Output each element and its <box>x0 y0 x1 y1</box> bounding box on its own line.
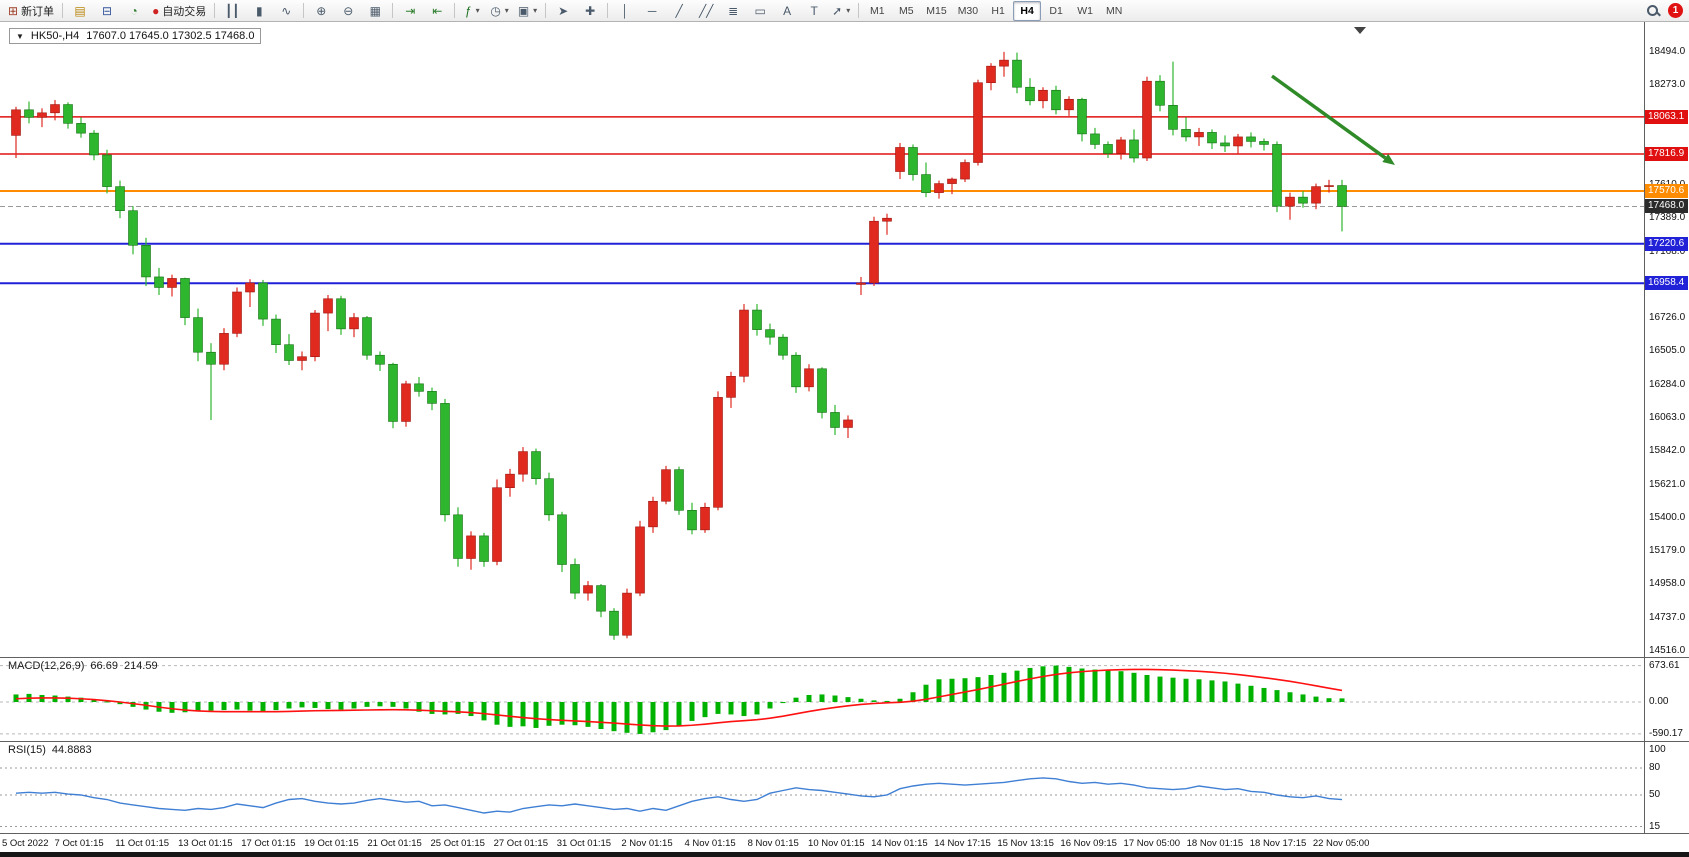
indicators-icon: ƒ <box>464 3 472 18</box>
label-icon: T <box>810 3 818 18</box>
cursor-icon: ➤ <box>558 3 569 18</box>
zoom-out-icon: ⊖ <box>343 3 354 18</box>
macd-signal-value: 214.59 <box>123 660 158 672</box>
search-icon[interactable] <box>1646 4 1660 18</box>
toolbar-separator <box>303 3 305 18</box>
chart-shift-button[interactable]: ⇤ <box>424 1 450 21</box>
notification-badge[interactable]: 1 <box>1668 3 1683 18</box>
text-button[interactable]: A <box>774 1 800 21</box>
crosshair-button[interactable]: ✚ <box>577 1 603 21</box>
zoom-in-icon: ⊕ <box>316 3 327 18</box>
new-order-button-label: 新订单 <box>21 5 55 18</box>
autotrading-button-label: 自动交易 <box>162 5 207 18</box>
periods-icon: ◷ <box>490 3 501 18</box>
channel-icon: ╱╱ <box>698 3 714 18</box>
market-watch-icon: ▤ <box>74 3 86 18</box>
label-button[interactable]: T <box>801 1 827 21</box>
channel-button[interactable]: ╱╱ <box>693 1 719 21</box>
chart-shift-icon: ⇤ <box>432 3 443 18</box>
fibonacci-button[interactable]: ≣ <box>720 1 746 21</box>
arrows-icon: ➚ <box>832 3 843 18</box>
timeframe-m5-button[interactable]: M5 <box>898 4 914 17</box>
terminal-icon: ◔ <box>130 3 138 18</box>
timeframe-mn-button[interactable]: MN <box>1105 4 1123 17</box>
symbol-collapse-icon[interactable]: ▼ <box>16 31 24 41</box>
trendline-button[interactable]: ╱ <box>666 1 692 21</box>
vertical-line-icon: │ <box>621 3 629 18</box>
periods-button[interactable]: ◷ ▾ <box>486 1 513 21</box>
bar-chart-icon: ┃┃ <box>225 3 240 18</box>
vertical-line-button[interactable]: │ <box>612 1 638 21</box>
macd-indicator-label: MACD(12,26,9) 66.69 214.59 <box>8 660 158 672</box>
chevron-down-icon: ▾ <box>846 6 851 15</box>
rsi-value: 44.8883 <box>51 744 92 756</box>
market-watch-button[interactable]: ▤ <box>67 1 93 21</box>
toolbar-right: 1 <box>1646 3 1685 18</box>
candlestick-chart-button[interactable]: ▮ <box>246 1 272 21</box>
timeframe-m1-button[interactable]: M1 <box>869 4 885 17</box>
toolbar-buttons: ⊞ 新订单 ▤ ⊟ ◔ ● 自动交易 ┃┃ ▮ ∿ ⊕ ⊖ ▦ ⇥ ⇤ ƒ ▾ ◷ ▾ ▣ ▾ ➤ ✚ │ ─ ╱ ╱╱ ≣ ▭ A T ➚ ▾… <box>4 0 1646 21</box>
cursor-button[interactable]: ➤ <box>550 1 576 21</box>
terminal-button[interactable]: ◔ <box>121 1 147 21</box>
timeframe-h4-button[interactable]: H4 <box>1013 0 1042 21</box>
zoom-in-button[interactable]: ⊕ <box>308 1 334 21</box>
crosshair-icon: ✚ <box>585 3 596 18</box>
zoom-out-button[interactable]: ⊖ <box>335 1 361 21</box>
toolbar-separator <box>545 3 547 18</box>
indicators-button[interactable]: ƒ ▾ <box>459 1 485 21</box>
templates-icon: ▣ <box>517 3 530 18</box>
arrows-button[interactable]: ➚ ▾ <box>828 1 854 21</box>
new-order-button[interactable]: ⊞ 新订单 <box>4 1 58 21</box>
bar-chart-button[interactable]: ┃┃ <box>219 1 245 21</box>
timeframe-w1-button[interactable]: W1 <box>1077 4 1093 17</box>
toolbar-separator <box>214 3 216 18</box>
toolbar-separator <box>607 3 609 18</box>
ohlc-values: 17607.0 17645.0 17302.5 17468.0 <box>86 30 255 42</box>
tile-windows-button[interactable]: ▦ <box>362 1 388 21</box>
rsi-name: RSI(15) <box>8 744 46 756</box>
chart-window[interactable] <box>0 22 1689 857</box>
tile-windows-icon: ▦ <box>369 3 381 18</box>
timeframe-m30-button[interactable]: M30 <box>957 4 979 17</box>
line-chart-icon: ∿ <box>281 3 292 18</box>
toolbar: ⊞ 新订单 ▤ ⊟ ◔ ● 自动交易 ┃┃ ▮ ∿ ⊕ ⊖ ▦ ⇥ ⇤ ƒ ▾ ◷ ▾ ▣ ▾ ➤ ✚ │ ─ ╱ ╱╱ ≣ ▭ A T ➚ ▾… <box>0 0 1689 22</box>
line-chart-button[interactable]: ∿ <box>273 1 299 21</box>
symbol-ohlc-box: ▼ HK50-,H4 17607.0 17645.0 17302.5 17468… <box>9 28 262 44</box>
timeframe-m15-button[interactable]: M15 <box>926 4 947 17</box>
chevron-down-icon: ▾ <box>475 6 480 15</box>
trendline-icon: ╱ <box>675 3 683 18</box>
fibonacci-icon: ≣ <box>728 3 739 18</box>
window-bottom-edge <box>0 852 1689 857</box>
navigator-icon: ⊟ <box>102 3 113 18</box>
auto-scroll-icon: ⇥ <box>405 3 416 18</box>
auto-scroll-button[interactable]: ⇥ <box>397 1 423 21</box>
toolbar-separator <box>392 3 394 18</box>
autotrading-icon: ● <box>152 3 160 18</box>
chevron-down-icon: ▾ <box>533 6 538 15</box>
text-icon: A <box>783 3 792 18</box>
shapes-icon: ▭ <box>754 3 766 18</box>
templates-button[interactable]: ▣ ▾ <box>514 1 541 21</box>
autotrading-button[interactable]: ● 自动交易 <box>148 1 210 21</box>
shapes-button[interactable]: ▭ <box>747 1 773 21</box>
timeframe-d1-button[interactable]: D1 <box>1049 4 1063 17</box>
symbol-label: HK50-,H4 <box>30 30 80 42</box>
navigator-button[interactable]: ⊟ <box>94 1 120 21</box>
candlestick-chart-icon: ▮ <box>256 3 263 18</box>
rsi-indicator-label: RSI(15) 44.8883 <box>8 744 92 756</box>
new-order-icon: ⊞ <box>8 3 19 18</box>
chevron-down-icon: ▾ <box>504 6 509 15</box>
toolbar-separator <box>858 3 860 18</box>
horizontal-line-icon: ─ <box>647 3 657 18</box>
macd-main-value: 66.69 <box>90 660 118 672</box>
toolbar-separator <box>454 3 456 18</box>
toolbar-separator <box>62 3 64 18</box>
timeframe-h1-button[interactable]: H1 <box>991 4 1005 17</box>
horizontal-line-button[interactable]: ─ <box>639 1 665 21</box>
macd-name: MACD(12,26,9) <box>8 660 85 672</box>
